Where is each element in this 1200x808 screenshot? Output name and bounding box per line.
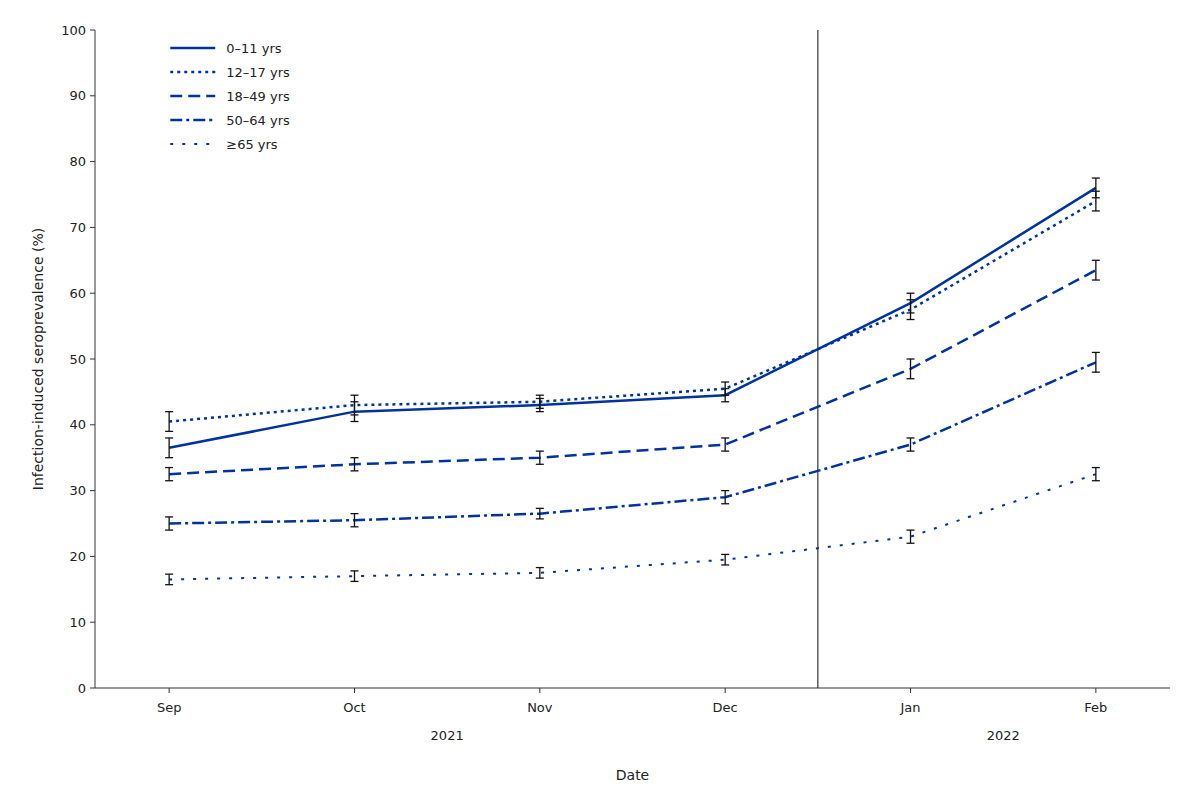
x-tick — [539, 688, 540, 693]
error-bar — [1092, 191, 1100, 211]
y-tick — [90, 688, 95, 689]
y-tick — [90, 359, 95, 360]
error-bar — [907, 359, 915, 379]
error-bar — [907, 438, 915, 451]
legend-label: 18–49 yrs — [226, 89, 290, 104]
y-tick-label: 40 — [69, 417, 86, 432]
y-axis-title: Infection-induced seroprevalence (%) — [30, 228, 46, 490]
legend-label: ≥65 yrs — [226, 137, 278, 152]
series — [165, 352, 1100, 530]
y-tick-label: 10 — [69, 615, 86, 630]
x-tick — [725, 688, 726, 693]
error-bar — [350, 571, 358, 582]
error-bar — [536, 451, 544, 464]
legend-swatch — [170, 47, 215, 50]
x-tick — [169, 688, 170, 693]
series-line — [169, 362, 1096, 523]
error-bar — [350, 458, 358, 471]
y-tick-label: 100 — [61, 23, 86, 38]
legend-swatch — [170, 95, 215, 98]
year-label: 2021 — [431, 728, 464, 743]
y-tick — [90, 424, 95, 425]
legend-swatch — [170, 143, 215, 145]
error-bar — [721, 438, 729, 451]
x-tick-label: Sep — [157, 700, 182, 715]
series — [165, 178, 1100, 458]
legend-label: 12–17 yrs — [226, 65, 290, 80]
legend-swatch — [170, 119, 215, 122]
x-tick — [910, 688, 911, 693]
series — [165, 260, 1100, 480]
y-tick-label: 80 — [69, 154, 86, 169]
series — [165, 191, 1100, 431]
y-tick-label: 30 — [69, 483, 86, 498]
x-axis-line — [95, 688, 1170, 689]
y-tick-label: 20 — [69, 549, 86, 564]
legend-label: 0–11 yrs — [226, 41, 281, 56]
error-bar — [165, 438, 173, 458]
error-bar — [907, 530, 915, 543]
error-bar — [165, 574, 173, 585]
year-label: 2022 — [987, 728, 1020, 743]
error-bar — [1092, 352, 1100, 372]
error-bar — [350, 395, 358, 415]
legend-label: 50–64 yrs — [226, 113, 290, 128]
x-tick-label: Dec — [713, 700, 738, 715]
legend: 0–11 yrs 12–17 yrs 18–49 yrs 50–64 yrs ≥65 y… — [170, 41, 290, 152]
error-bar — [1092, 468, 1100, 481]
error-bar — [721, 491, 729, 504]
error-bar — [536, 508, 544, 519]
x-tick-label: Jan — [899, 700, 920, 715]
series-line — [169, 474, 1096, 579]
y-tick — [90, 227, 95, 228]
x-tick — [1095, 688, 1096, 693]
series-line — [169, 188, 1096, 448]
x-tick — [354, 688, 355, 693]
y-tick-label: 60 — [69, 286, 86, 301]
y-tick — [90, 30, 95, 31]
error-bar — [907, 300, 915, 320]
error-bar — [1092, 260, 1100, 280]
chart: 0 10 20 30 40 50 60 70 80 90 100 Sep Oct Nov Dec Jan Feb… — [0, 0, 1200, 808]
error-bar — [721, 554, 729, 565]
series — [165, 468, 1100, 585]
error-bar — [165, 468, 173, 481]
x-tick-label: Nov — [527, 700, 553, 715]
y-tick — [90, 293, 95, 294]
y-tick-label: 50 — [69, 352, 86, 367]
year-divider — [817, 30, 818, 688]
legend-swatch — [170, 71, 215, 74]
error-bar — [536, 568, 544, 579]
y-tick — [90, 95, 95, 96]
series-line — [169, 201, 1096, 421]
y-tick — [90, 161, 95, 162]
plot-area — [165, 178, 1100, 585]
x-tick-label: Oct — [343, 700, 365, 715]
y-tick-label: 0 — [78, 681, 86, 696]
y-tick — [90, 490, 95, 491]
error-bar — [350, 514, 358, 527]
y-tick-label: 90 — [69, 88, 86, 103]
error-bar — [536, 395, 544, 408]
y-tick-label: 70 — [69, 220, 86, 235]
y-tick — [90, 622, 95, 623]
x-axis-title: Date — [616, 767, 649, 783]
error-bar — [165, 412, 173, 432]
series-line — [169, 270, 1096, 474]
y-tick — [90, 556, 95, 557]
error-bar — [165, 517, 173, 530]
axes: 0 10 20 30 40 50 60 70 80 90 100 Sep Oct Nov Dec Jan Feb — [61, 23, 1170, 716]
x-tick-label: Feb — [1084, 700, 1107, 715]
error-bar — [721, 382, 729, 395]
